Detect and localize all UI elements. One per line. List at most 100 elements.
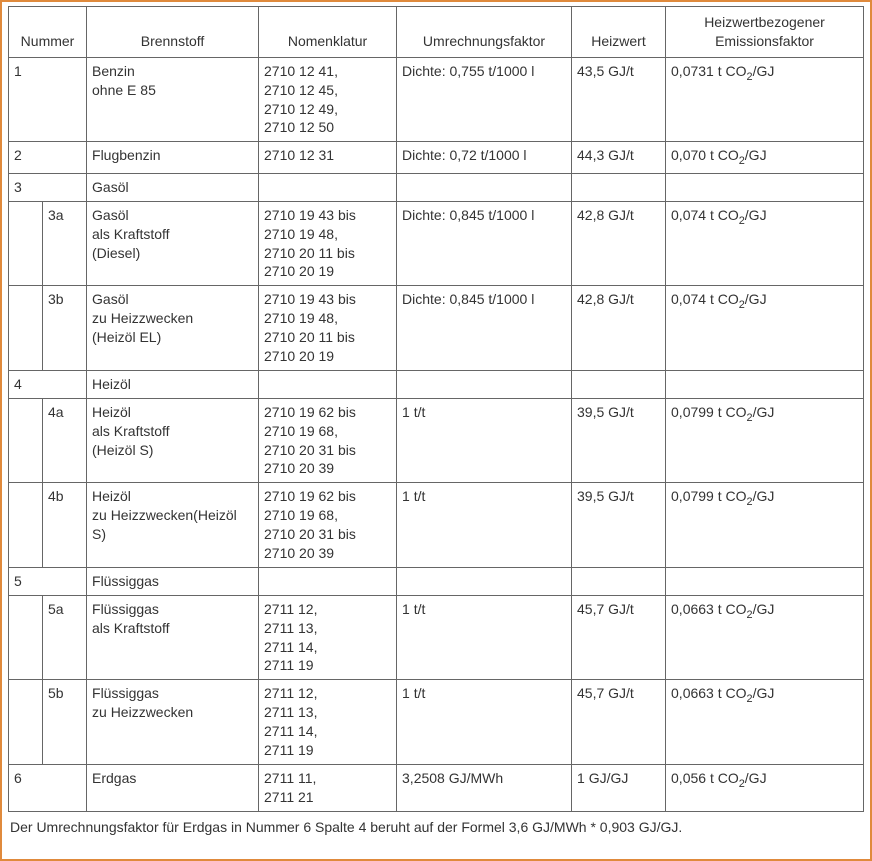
cell-num: 1 (9, 57, 87, 142)
cell-num-blank (9, 286, 43, 371)
cell-nom: 2710 12 41, 2710 12 45, 2710 12 49, 2710… (259, 57, 397, 142)
cell-heiz (572, 370, 666, 398)
cell-umr (397, 567, 572, 595)
cell-num: 3 (9, 173, 87, 201)
cell-fuel: Flugbenzin (87, 142, 259, 174)
footnote: Der Umrechnungsfaktor für Erdgas in Numm… (8, 812, 864, 837)
cell-umr: Dichte: 0,845 t/1000 l (397, 286, 572, 371)
fuel-factors-table: Nummer Brennstoff Nomenklatur Umrechnung… (8, 6, 864, 812)
cell-heiz: 42,8 GJ/t (572, 201, 666, 286)
cell-fuel: Heizöl (87, 370, 259, 398)
cell-num: 5b (43, 680, 87, 765)
col-header-heizwert: Heizwert (572, 7, 666, 58)
cell-emis: 0,070 t CO2/GJ (666, 142, 864, 174)
cell-emis (666, 173, 864, 201)
cell-emis: 0,074 t CO2/GJ (666, 201, 864, 286)
cell-num-blank (9, 680, 43, 765)
cell-num-blank (9, 483, 43, 568)
cell-emis: 0,0663 t CO2/GJ (666, 680, 864, 765)
cell-num: 4 (9, 370, 87, 398)
cell-num: 3a (43, 201, 87, 286)
cell-emis: 0,0799 t CO2/GJ (666, 398, 864, 483)
cell-umr: Dichte: 0,72 t/1000 l (397, 142, 572, 174)
cell-umr: 1 t/t (397, 595, 572, 680)
cell-umr: 3,2508 GJ/MWh (397, 764, 572, 811)
cell-fuel: Gasöl (87, 173, 259, 201)
table-row: 3 Gasöl (9, 173, 864, 201)
cell-nom: 2710 19 62 bis 2710 19 68, 2710 20 31 bi… (259, 483, 397, 568)
cell-num-blank (9, 595, 43, 680)
cell-nom: 2710 19 43 bis 2710 19 48, 2710 20 11 bi… (259, 201, 397, 286)
cell-fuel: Flüssiggas (87, 567, 259, 595)
cell-heiz (572, 173, 666, 201)
table-row: 4a Heizöl als Kraftstoff (Heizöl S) 2710… (9, 398, 864, 483)
table-row: 5a Flüssiggas als Kraftstoff 2711 12, 27… (9, 595, 864, 680)
cell-emis: 0,074 t CO2/GJ (666, 286, 864, 371)
col-header-brennstoff: Brennstoff (87, 7, 259, 58)
cell-umr: 1 t/t (397, 680, 572, 765)
cell-nom (259, 567, 397, 595)
col-header-emissionsfaktor: Heizwertbezogener Emissionsfaktor (666, 7, 864, 58)
cell-num-blank (9, 201, 43, 286)
table-row: 2 Flugbenzin 2710 12 31 Dichte: 0,72 t/1… (9, 142, 864, 174)
cell-emis: 0,056 t CO2/GJ (666, 764, 864, 811)
cell-heiz: 45,7 GJ/t (572, 680, 666, 765)
cell-heiz: 43,5 GJ/t (572, 57, 666, 142)
col-header-umrechnungsfaktor: Umrechnungsfaktor (397, 7, 572, 58)
cell-nom: 2711 12, 2711 13, 2711 14, 2711 19 (259, 680, 397, 765)
cell-num: 4a (43, 398, 87, 483)
cell-num: 5a (43, 595, 87, 680)
cell-fuel: Gasöl als Kraftstoff (Diesel) (87, 201, 259, 286)
cell-emis: 0,0799 t CO2/GJ (666, 483, 864, 568)
cell-fuel: Heizöl zu Heizzwecken(Heizöl S) (87, 483, 259, 568)
table-row: 6 Erdgas 2711 11, 2711 21 3,2508 GJ/MWh … (9, 764, 864, 811)
cell-emis (666, 370, 864, 398)
table-container: Nummer Brennstoff Nomenklatur Umrechnung… (0, 0, 872, 861)
cell-fuel: Flüssiggas als Kraftstoff (87, 595, 259, 680)
cell-heiz: 45,7 GJ/t (572, 595, 666, 680)
table-row: 5b Flüssiggas zu Heizzwecken 2711 12, 27… (9, 680, 864, 765)
cell-fuel: Erdgas (87, 764, 259, 811)
col-header-nummer: Nummer (9, 7, 87, 58)
cell-heiz: 42,8 GJ/t (572, 286, 666, 371)
cell-nom (259, 370, 397, 398)
cell-fuel: Heizöl als Kraftstoff (Heizöl S) (87, 398, 259, 483)
header-row: Nummer Brennstoff Nomenklatur Umrechnung… (9, 7, 864, 58)
cell-heiz (572, 567, 666, 595)
table-row: 3b Gasöl zu Heizzwecken (Heizöl EL) 2710… (9, 286, 864, 371)
cell-fuel: Flüssiggas zu Heizzwecken (87, 680, 259, 765)
cell-umr (397, 370, 572, 398)
cell-num: 4b (43, 483, 87, 568)
cell-nom: 2710 12 31 (259, 142, 397, 174)
cell-num: 2 (9, 142, 87, 174)
table-row: 5 Flüssiggas (9, 567, 864, 595)
table-row: 4 Heizöl (9, 370, 864, 398)
cell-emis (666, 567, 864, 595)
cell-num-blank (9, 398, 43, 483)
cell-heiz: 1 GJ/GJ (572, 764, 666, 811)
cell-fuel: Benzin ohne E 85 (87, 57, 259, 142)
cell-nom: 2710 19 62 bis 2710 19 68, 2710 20 31 bi… (259, 398, 397, 483)
cell-heiz: 39,5 GJ/t (572, 398, 666, 483)
cell-emis: 0,0731 t CO2/GJ (666, 57, 864, 142)
cell-nom: 2711 12, 2711 13, 2711 14, 2711 19 (259, 595, 397, 680)
col-header-nomenklatur: Nomenklatur (259, 7, 397, 58)
cell-nom: 2710 19 43 bis 2710 19 48, 2710 20 11 bi… (259, 286, 397, 371)
cell-umr: 1 t/t (397, 398, 572, 483)
cell-umr: Dichte: 0,845 t/1000 l (397, 201, 572, 286)
cell-fuel: Gasöl zu Heizzwecken (Heizöl EL) (87, 286, 259, 371)
cell-umr: 1 t/t (397, 483, 572, 568)
cell-heiz: 44,3 GJ/t (572, 142, 666, 174)
cell-num: 5 (9, 567, 87, 595)
table-row: 1 Benzin ohne E 85 2710 12 41, 2710 12 4… (9, 57, 864, 142)
cell-num: 3b (43, 286, 87, 371)
table-row: 3a Gasöl als Kraftstoff (Diesel) 2710 19… (9, 201, 864, 286)
cell-heiz: 39,5 GJ/t (572, 483, 666, 568)
table-row: 4b Heizöl zu Heizzwecken(Heizöl S) 2710 … (9, 483, 864, 568)
cell-emis: 0,0663 t CO2/GJ (666, 595, 864, 680)
cell-num: 6 (9, 764, 87, 811)
cell-umr (397, 173, 572, 201)
cell-nom: 2711 11, 2711 21 (259, 764, 397, 811)
cell-nom (259, 173, 397, 201)
cell-umr: Dichte: 0,755 t/1000 l (397, 57, 572, 142)
